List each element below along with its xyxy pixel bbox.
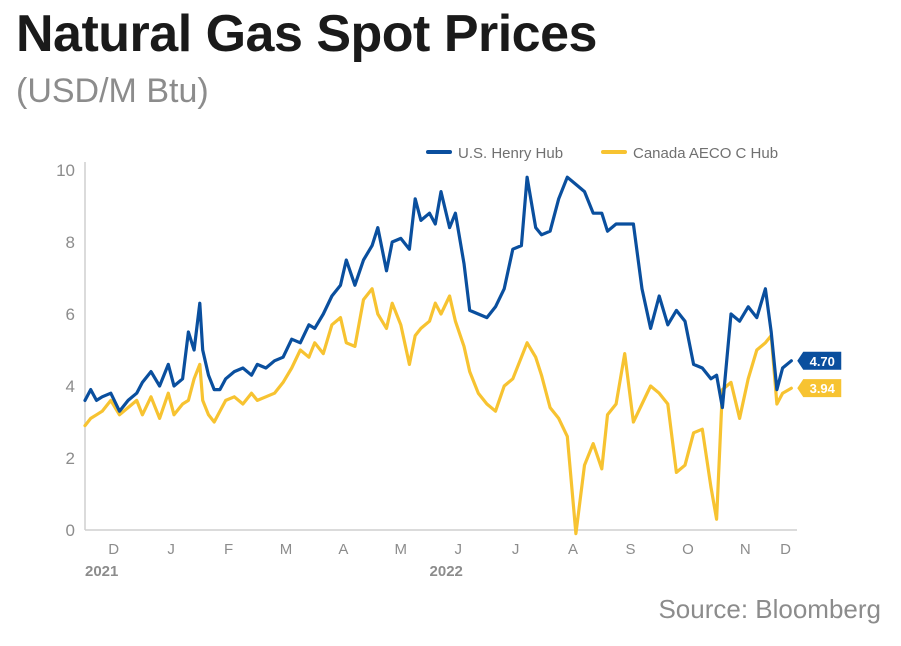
y-tick-label: 10 [56, 161, 75, 180]
y-tick-label: 2 [66, 449, 75, 468]
end-label-value: 4.70 [810, 354, 835, 369]
x-tick-label: A [338, 541, 348, 558]
x-tick-label: S [625, 541, 635, 558]
series-line-canada-aeco-c-hub [83, 287, 793, 536]
series-line-u-s-henry-hub [83, 175, 793, 413]
legend-item: Canada AECO C Hub [601, 145, 778, 162]
x-tick-label: D [108, 541, 119, 558]
x-tick-label: A [568, 541, 578, 558]
year-label: 2021 [85, 563, 118, 580]
end-label-tag [797, 351, 842, 370]
legend: U.S. Henry Hub Canada AECO C Hub [426, 145, 778, 162]
end-label-u-s-henry-hub: 4.70 [797, 351, 842, 370]
x-tick-label: M [395, 541, 408, 558]
y-tick-label: 8 [66, 233, 75, 252]
x-tick-label: J [512, 541, 520, 558]
y-tick-label: 4 [66, 377, 75, 396]
chart-subtitle: (USD/M Btu) [16, 72, 209, 110]
end-label-tag [797, 379, 842, 398]
x-tick-label: D [780, 541, 791, 558]
legend-label: Canada AECO C Hub [633, 145, 778, 162]
chart-title: Natural Gas Spot Prices [16, 5, 597, 63]
axes: 0 2 4 6 8 10 D J F M A M J J A S O N D 2021 2022 [56, 161, 797, 580]
y-tick-label: 6 [66, 305, 75, 324]
x-tick-label: N [740, 541, 751, 558]
year-label: 2022 [430, 563, 463, 580]
x-tick-label: O [682, 541, 694, 558]
legend-label: U.S. Henry Hub [458, 145, 563, 162]
series-layer [83, 175, 793, 536]
legend-item: U.S. Henry Hub [426, 145, 563, 162]
x-tick-label: J [167, 541, 175, 558]
y-tick-label: 0 [66, 521, 75, 540]
x-tick-label: F [224, 541, 233, 558]
end-label-canada-aeco-c-hub: 3.94 [797, 379, 842, 398]
x-tick-label: M [280, 541, 293, 558]
source-note: Source: Bloomberg [658, 594, 881, 624]
end-labels: 4.70 3.94 [797, 351, 842, 398]
end-label-value: 3.94 [810, 381, 836, 396]
x-tick-label: J [454, 541, 462, 558]
